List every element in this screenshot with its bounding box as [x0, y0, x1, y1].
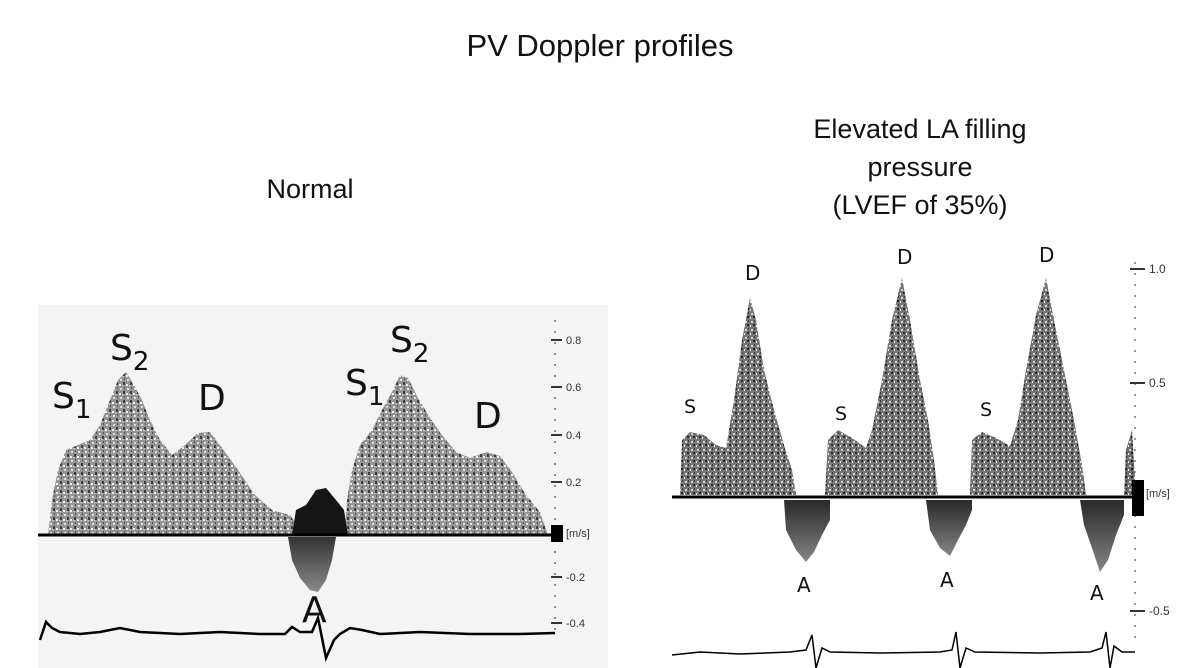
svg-text:[m/s]: [m/s] [1146, 488, 1170, 500]
elevated-a-label-1: A [797, 573, 811, 597]
svg-text:-0.4: -0.4 [566, 618, 585, 630]
elevated-a-label-3: A [1090, 581, 1104, 605]
normal-scale-tick-5: -0.2 [551, 572, 585, 584]
normal-s2-label-2: S2 [390, 320, 429, 369]
normal-caption: Normal [266, 174, 354, 204]
normal-s1-label-2: S1 [345, 363, 384, 412]
elevated-ecg-trace [671, 631, 1135, 668]
elevated-caption: Elevated LA filling pressure (LVEF of 35… [760, 110, 1080, 224]
elevated-scale-tick-2: 0.5 [1130, 376, 1166, 390]
svg-text:0.4: 0.4 [566, 430, 581, 442]
elevated-s-label-3: S [980, 399, 992, 421]
elevated-velocity-scale: 1.0 0.5 [m/s] -0.5 [1130, 262, 1170, 640]
normal-ecg-trace [38, 613, 556, 663]
normal-a-reversal [288, 537, 336, 592]
elevated-s-label-1: S [684, 396, 696, 418]
normal-scale-tick-2: 0.6 [551, 382, 581, 394]
svg-text:[m/s]: [m/s] [566, 528, 590, 540]
elevated-caption-line-3: (LVEF of 35%) [832, 190, 1008, 220]
normal-d-label: D [198, 378, 226, 419]
elevated-a-reversal-3 [1080, 500, 1124, 572]
elevated-a-reversal-1 [784, 500, 830, 562]
svg-text:0.8: 0.8 [566, 335, 581, 347]
svg-text:-0.2: -0.2 [566, 572, 585, 584]
elevated-scale-tick-1: 1.0 [1130, 262, 1166, 276]
normal-scale-tick-3: 0.4 [551, 430, 581, 442]
svg-text:1.0: 1.0 [1149, 262, 1166, 276]
svg-text:0.2: 0.2 [566, 477, 581, 489]
elevated-caption-line-1: Elevated LA filling [813, 114, 1027, 144]
normal-velocity-scale: 0.8 0.6 0.4 0.2 [m/s] -0.2 [551, 320, 590, 630]
normal-scale-tick-6: -0.4 [551, 618, 585, 630]
svg-text:0.5: 0.5 [1149, 376, 1166, 390]
elevated-s-label-2: S [835, 403, 847, 425]
normal-s1-label: S1 [52, 376, 91, 425]
normal-panel: S1 S2 D S1 S2 D A 0.8 0.6 0.4 0.2 [38, 305, 608, 668]
page-title: PV Doppler profiles [466, 28, 734, 63]
normal-forward-flow [48, 372, 548, 535]
normal-mid-spike [292, 488, 348, 535]
normal-a-label: A [302, 590, 327, 631]
elevated-panel: D D D S S S A A A 1.0 0.5 [m/s] - [671, 243, 1170, 668]
elevated-a-reversal-2 [926, 500, 972, 556]
svg-text:0.6: 0.6 [566, 382, 581, 394]
elevated-forward-flow [680, 278, 1086, 495]
elevated-scale-unit: [m/s] [1132, 480, 1170, 516]
normal-s2-label: S2 [110, 328, 149, 377]
elevated-scale-tick-3: -0.5 [1130, 604, 1170, 618]
elevated-d-label-2: D [897, 245, 912, 269]
normal-scale-tick-4: 0.2 [551, 477, 581, 489]
elevated-caption-line-2: pressure [867, 152, 973, 182]
elevated-d-label-3: D [1039, 243, 1054, 267]
elevated-edge-flow [1124, 430, 1136, 495]
elevated-a-label-2: A [940, 568, 954, 592]
normal-scale-tick-1: 0.8 [551, 335, 581, 347]
elevated-d-label-1: D [745, 261, 760, 285]
svg-text:-0.5: -0.5 [1149, 604, 1170, 618]
normal-scale-unit: [m/s] [551, 525, 590, 542]
normal-d-label-2: D [474, 396, 502, 437]
